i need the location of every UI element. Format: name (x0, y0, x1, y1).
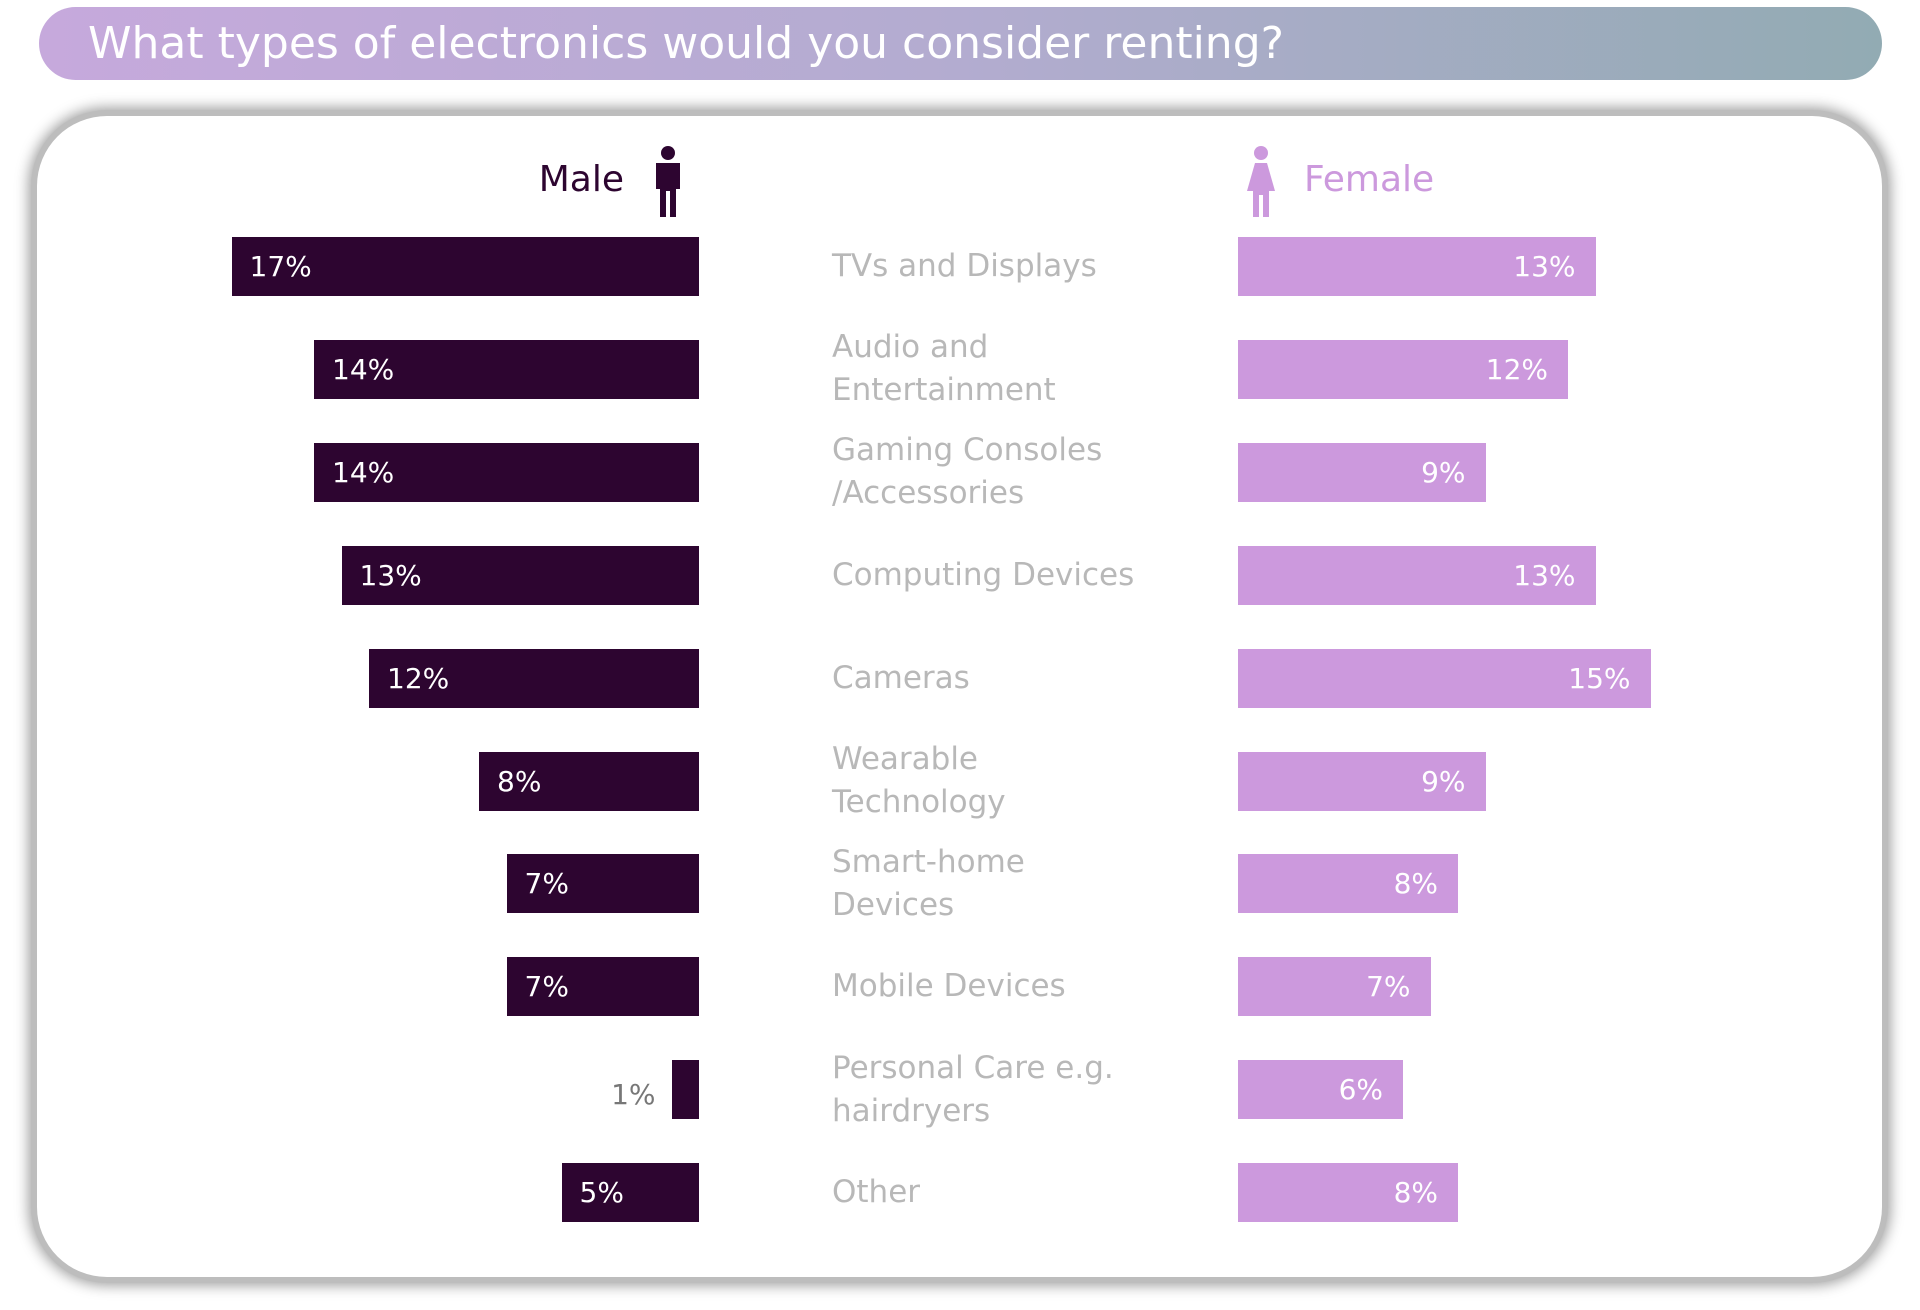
data-label: 15% (1568, 661, 1631, 695)
male-icon (656, 146, 680, 217)
bar (231, 237, 699, 296)
data-label: 13% (359, 558, 422, 592)
category-label: Audio and Entertainment (832, 329, 1056, 409)
bar (671, 1060, 699, 1120)
bar (1238, 1060, 1403, 1120)
data-label: 5% (579, 1176, 624, 1210)
data-label: 7% (524, 867, 569, 901)
bar (1238, 648, 1651, 708)
bar (1238, 751, 1486, 811)
bar (1238, 854, 1458, 914)
data-label: 8% (1393, 1176, 1438, 1210)
bar (1238, 339, 1568, 399)
category-label: TVs and Displays (832, 248, 1097, 284)
category-label: Other (832, 1174, 921, 1211)
category-label: Computing Devices (832, 556, 1135, 593)
category-label: Smart-home Devices (832, 843, 1025, 923)
female-icon (1247, 146, 1275, 217)
data-label: 12% (1485, 352, 1548, 386)
data-label: 17% (249, 250, 312, 283)
data-label: 14% (332, 455, 395, 489)
bar (1238, 237, 1596, 296)
bar (506, 854, 699, 914)
legend-entry: Female (1304, 159, 1435, 200)
data-label: 1% (611, 1078, 656, 1112)
bar (314, 339, 699, 399)
category-label: Wearable Technology (832, 741, 1006, 820)
category-label: Cameras (832, 659, 970, 696)
data-label: 8% (1393, 867, 1438, 901)
bar (479, 751, 699, 811)
data-label: 9% (1421, 764, 1466, 798)
legend-entry: Male (538, 159, 624, 200)
bar (1238, 442, 1486, 502)
category-label: Mobile Devices (832, 968, 1066, 1005)
category-label: Personal Care e.g. hairdryers (832, 1049, 1114, 1129)
data-label: 8% (497, 764, 542, 798)
data-label: 7% (1366, 970, 1411, 1004)
data-label: 7% (524, 970, 569, 1004)
bar (314, 442, 699, 502)
bar (506, 957, 699, 1017)
data-label: 12% (387, 661, 450, 695)
data-label: 13% (1513, 558, 1576, 592)
title-banner (39, 7, 1882, 80)
data-label: 13% (1513, 250, 1576, 283)
data-label: 14% (332, 352, 395, 386)
category-label: Gaming Consoles /Accessories (832, 432, 1103, 512)
bar (1238, 545, 1596, 605)
data-label: 9% (1421, 455, 1466, 489)
bar (1238, 957, 1431, 1017)
bar (1238, 1163, 1458, 1223)
bar (369, 648, 699, 708)
chart-title: What types of electronics would you cons… (88, 18, 1284, 69)
bar (341, 545, 699, 605)
data-label: 6% (1338, 1073, 1383, 1107)
bar (561, 1163, 699, 1223)
